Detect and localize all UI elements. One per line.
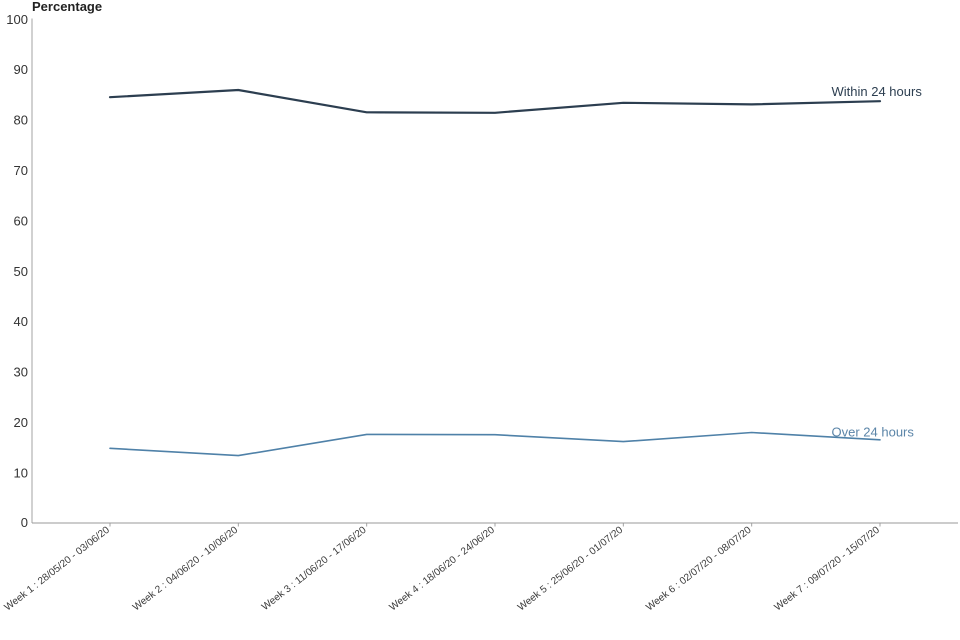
svg-text:0: 0 [21,515,28,530]
svg-text:Week 2 : 04/06/20 - 10/06/20: Week 2 : 04/06/20 - 10/06/20 [131,524,241,613]
svg-text:80: 80 [14,113,28,128]
svg-text:100: 100 [6,12,28,27]
svg-text:Week 1 : 28/05/20 - 03/06/20: Week 1 : 28/05/20 - 03/06/20 [3,524,113,613]
svg-text:20: 20 [14,415,28,430]
svg-text:60: 60 [14,213,28,228]
svg-text:Over 24 hours: Over 24 hours [832,424,915,439]
svg-text:70: 70 [14,163,28,178]
svg-text:Week 3 : 11/06/20 - 17/06/20: Week 3 : 11/06/20 - 17/06/20 [260,524,369,612]
svg-text:90: 90 [14,62,28,77]
svg-text:Within 24 hours: Within 24 hours [832,84,923,99]
svg-text:10: 10 [14,465,28,480]
svg-text:30: 30 [14,365,28,380]
svg-text:Week 6 : 02/07/20 - 08/07/20: Week 6 : 02/07/20 - 08/07/20 [644,524,754,613]
svg-text:Week 4 : 18/06/20 - 24/06/20: Week 4 : 18/06/20 - 24/06/20 [388,524,498,613]
svg-text:40: 40 [14,314,28,329]
svg-text:Week 7 : 09/07/20 - 15/07/20: Week 7 : 09/07/20 - 15/07/20 [773,524,883,613]
svg-text:50: 50 [14,264,28,279]
svg-text:Week 5 : 25/06/20 - 01/07/20: Week 5 : 25/06/20 - 01/07/20 [516,524,626,613]
